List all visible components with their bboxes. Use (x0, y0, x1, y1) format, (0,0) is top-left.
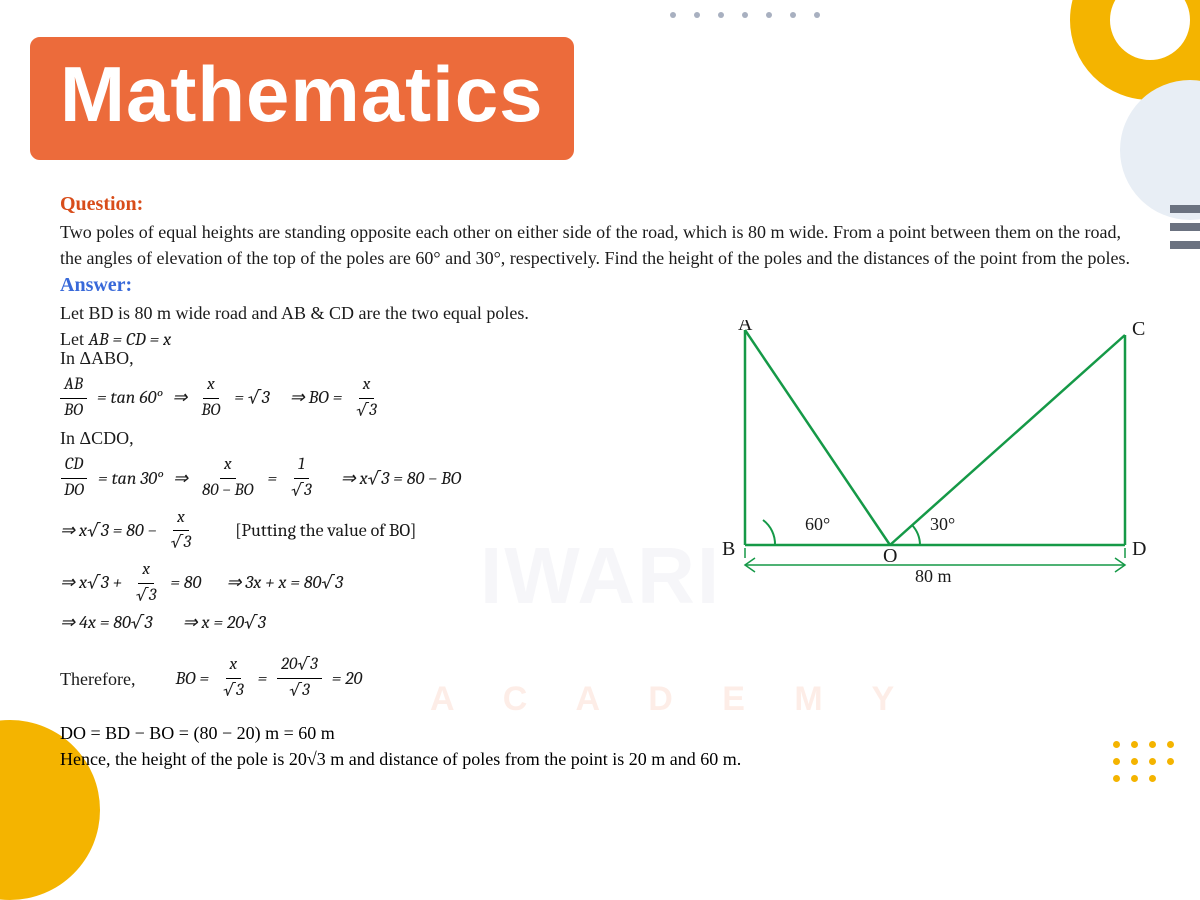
conclusion-block: DO = BD − BO = (80 − 20) m = 60 m Hence,… (60, 720, 1140, 772)
title-banner: Mathematics (28, 35, 576, 162)
answer-label: Answer: (60, 274, 132, 296)
solution-body: In ΔABO, ABBO = tan 60° ⇒ xBO = √3 ⇒ BO … (60, 345, 680, 709)
equation-therefore: Therefore, BO = x√3 = 20√3√3 = 20 (60, 651, 680, 705)
geometry-diagram: A C B D O 60° 30° 80 m (720, 320, 1150, 600)
diagram-point-c: C (1132, 320, 1145, 340)
diagram-point-d: D (1132, 538, 1146, 560)
equation-line-1: ABBO = tan 60° ⇒ xBO = √3 ⇒ BO = x√3 (60, 373, 680, 423)
question-text: Two poles of equal heights are standing … (60, 222, 1130, 268)
question-label: Question: (60, 193, 143, 215)
decor-dots-top (670, 12, 820, 18)
diagram-point-o: O (883, 545, 897, 567)
triangle-1-label: In ΔABO, (60, 345, 680, 371)
equation-line-5: ⇒ 4x = 80√3 ⇒ x = 20√3 (60, 610, 680, 636)
diagram-angle-30: 30° (930, 514, 955, 534)
answer-setup-1: Let BD is 80 m wide road and AB & CD are… (60, 303, 529, 323)
equation-line-2: CDDO = tan 30° ⇒ x80 − BO = 1√3 ⇒ x√3 = … (60, 453, 680, 503)
triangle-2-label: In ΔCDO, (60, 425, 680, 451)
substitution-note: [Putting the value of BO] (235, 518, 416, 544)
do-calculation: DO = BD − BO = (80 − 20) m = 60 m (60, 720, 1140, 746)
diagram-point-a: A (738, 320, 753, 335)
diagram-point-b: B (722, 538, 735, 560)
final-conclusion: Hence, the height of the pole is 20√3 m … (60, 746, 1140, 772)
equation-line-4: ⇒ x√3 + x√3 = 80 ⇒ 3x + x = 80√3 (60, 558, 680, 608)
diagram-base-label: 80 m (915, 566, 952, 586)
equation-line-3: ⇒ x√3 = 80 − x√3 [Putting the value of B… (60, 506, 680, 556)
diagram-angle-60: 60° (805, 514, 830, 534)
decor-bars-right (1170, 205, 1200, 249)
therefore-label: Therefore, (60, 666, 135, 692)
